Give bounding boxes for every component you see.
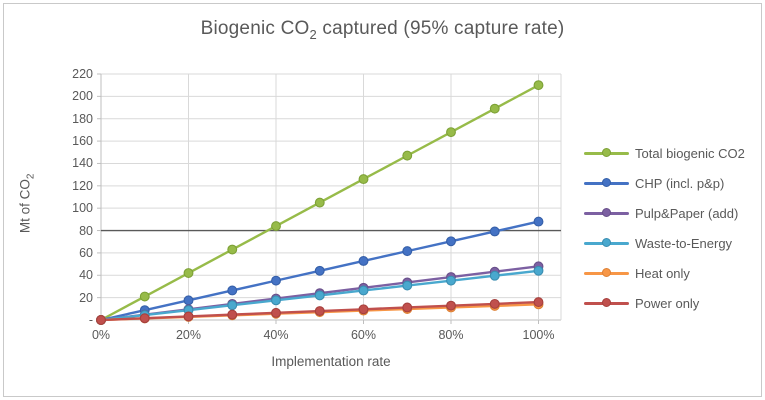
- y-axis-title-subscript: 2: [25, 173, 37, 180]
- legend-item: Pulp&Paper (add): [584, 198, 745, 228]
- legend-dot-icon: [602, 298, 611, 307]
- series-marker: [96, 315, 106, 325]
- series-marker: [358, 256, 369, 266]
- series-marker: [446, 300, 456, 311]
- series-marker: [533, 297, 544, 308]
- y-axis-title-text: Mt of CO: [17, 179, 33, 234]
- plot-svg: [96, 73, 562, 325]
- series-marker: [402, 246, 413, 257]
- x-tick-label: 0%: [91, 328, 111, 342]
- series-marker: [271, 275, 281, 286]
- series-marker: [533, 216, 544, 227]
- y-axis-title: Mt of CO2: [18, 148, 37, 258]
- x-tick-label: 80%: [438, 328, 464, 342]
- series-marker: [139, 313, 150, 324]
- series-marker: [533, 80, 544, 91]
- series-marker: [446, 236, 456, 247]
- legend-label: Power only: [635, 295, 700, 311]
- series-marker: [489, 226, 500, 237]
- series-marker: [314, 265, 325, 276]
- series-marker: [227, 300, 238, 311]
- series-marker: [314, 290, 325, 301]
- legend-series-marker-icon: [584, 268, 629, 278]
- legend-series-marker-icon: [584, 298, 629, 308]
- legend-label: CHP (incl. p&p): [635, 175, 725, 191]
- legend-series-marker-icon: [584, 148, 629, 158]
- series-marker: [446, 127, 456, 138]
- series-marker: [489, 270, 500, 281]
- series-marker: [183, 295, 194, 306]
- x-tick-label: 100%: [522, 328, 555, 342]
- series-marker: [402, 280, 413, 291]
- series-marker: [358, 304, 369, 315]
- chart-title-subscript: 2: [309, 26, 317, 42]
- legend-series-marker-icon: [584, 178, 629, 188]
- series-marker: [271, 307, 281, 318]
- legend-item: Total biogenic CO2: [584, 138, 745, 168]
- y-tick-label: 200: [72, 89, 93, 104]
- x-tick-label: 40%: [263, 328, 289, 342]
- y-tick-label: 180: [72, 111, 93, 126]
- x-axis-title: Implementation rate: [271, 354, 391, 369]
- chart-title-text: Biogenic CO: [200, 18, 310, 39]
- series-marker: [489, 103, 500, 114]
- y-tick-label: 80: [79, 223, 93, 238]
- series-marker: [227, 309, 238, 320]
- series-marker: [227, 244, 238, 255]
- legend-dot-icon: [602, 178, 611, 187]
- x-tick-label: 60%: [350, 328, 377, 342]
- y-tick-label: 20: [79, 290, 93, 305]
- y-tick-label: 140: [72, 156, 93, 171]
- legend-item: Waste-to-Energy: [584, 228, 745, 258]
- series-marker: [358, 285, 369, 296]
- series-marker: [314, 197, 325, 208]
- series-marker: [402, 302, 413, 313]
- legend-label: Heat only: [635, 265, 690, 281]
- y-tick-label: 160: [72, 134, 93, 149]
- legend-label: Total biogenic CO2: [635, 145, 745, 161]
- chart-title-suffix: captured (95% capture rate): [316, 18, 565, 39]
- series-marker: [402, 150, 413, 161]
- legend-dot-icon: [602, 208, 611, 217]
- legend-dot-icon: [602, 268, 611, 277]
- chart-frame: Biogenic CO2 captured (95% capture rate)…: [3, 3, 762, 397]
- legend-item: Power only: [584, 288, 745, 318]
- y-tick-label: 120: [72, 178, 93, 193]
- plot-area: [96, 73, 562, 325]
- series-marker: [489, 298, 500, 309]
- legend-item: CHP (incl. p&p): [584, 168, 745, 198]
- series-marker: [533, 265, 544, 276]
- legend-item: Heat only: [584, 258, 745, 288]
- legend: Total biogenic CO2 CHP (incl. p&p) Pulp&Pa…: [584, 138, 745, 318]
- series-marker: [227, 285, 238, 296]
- y-tick-label: 100: [72, 201, 93, 216]
- legend-label: Pulp&Paper (add): [635, 205, 739, 221]
- legend-series-marker-icon: [584, 208, 629, 218]
- series-marker: [314, 306, 325, 317]
- series-marker: [183, 311, 194, 322]
- series-marker: [446, 275, 456, 286]
- series-marker: [183, 268, 194, 278]
- chart-title: Biogenic CO2 captured (95% capture rate): [4, 18, 761, 42]
- series-marker: [358, 174, 369, 185]
- legend-dot-icon: [602, 148, 611, 157]
- y-tick-label: -: [88, 313, 93, 327]
- x-tick-label: 20%: [175, 328, 202, 342]
- y-tick-label: 60: [79, 245, 93, 260]
- series-marker: [271, 295, 281, 306]
- series-marker: [139, 291, 150, 302]
- legend-label: Waste-to-Energy: [635, 235, 733, 251]
- y-tick-label: 40: [79, 268, 93, 283]
- series-marker: [271, 221, 281, 232]
- legend-dot-icon: [602, 238, 611, 247]
- y-tick-label: 220: [72, 67, 93, 81]
- legend-series-marker-icon: [584, 238, 629, 248]
